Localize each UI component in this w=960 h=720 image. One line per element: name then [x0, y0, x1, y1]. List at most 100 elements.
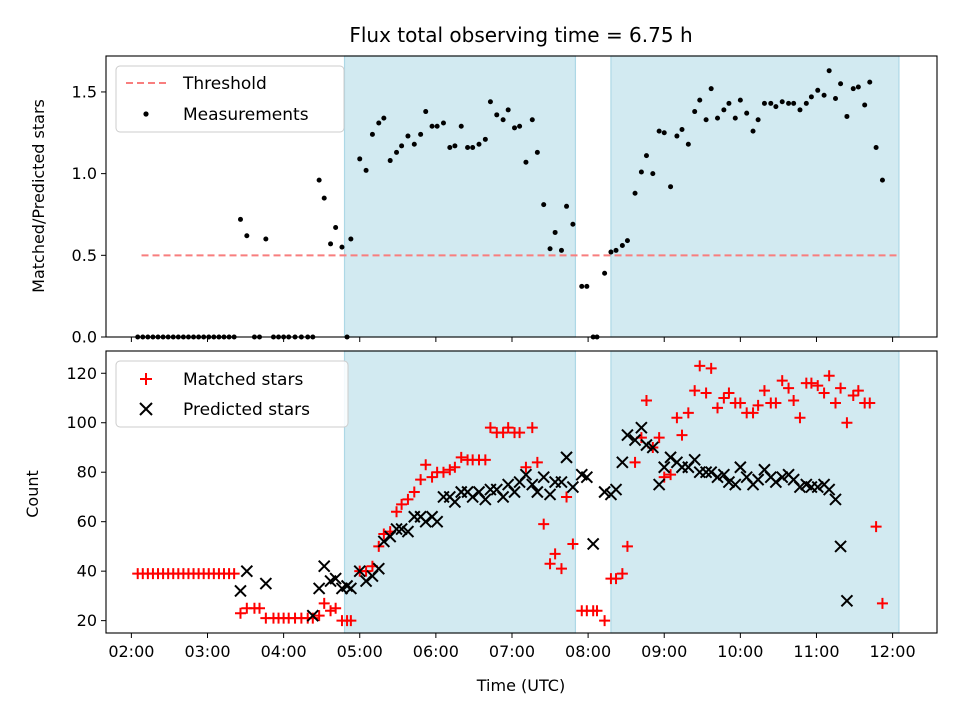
matched-star-point [747, 407, 759, 419]
x-tick-label: 10:00 [717, 642, 763, 661]
measurement-point [534, 149, 540, 155]
matched-stars-points [132, 360, 888, 627]
measurement-point [452, 143, 458, 149]
matched-star-point [526, 422, 538, 434]
legend-measurements-swatch [143, 111, 149, 117]
matched-star-point [599, 615, 611, 627]
matched-star-point [818, 387, 830, 399]
predicted-stars-points [234, 421, 854, 622]
measurement-point [608, 249, 614, 255]
measurement-point [744, 110, 750, 116]
matched-star-point [621, 540, 633, 552]
matched-star-point [665, 469, 677, 481]
matched-star-point [705, 362, 717, 374]
measurement-point [697, 97, 703, 103]
predicted-star-point [306, 609, 320, 622]
matched-star-point [718, 392, 730, 404]
measurement-point [429, 123, 435, 129]
y-tick-label: 0.5 [72, 246, 97, 265]
measurement-point [237, 216, 243, 222]
matched-star-point [420, 459, 432, 471]
measurement-point [685, 141, 691, 147]
measurement-point [692, 109, 698, 115]
top-y-ticks: 0.0 0.5 1.0 1.5 [72, 82, 106, 347]
measurement-point [482, 136, 488, 142]
bottom-legend-box [115, 360, 349, 428]
measurement-point [737, 97, 743, 103]
measurement-point [558, 247, 564, 253]
matched-star-point [408, 486, 420, 498]
matched-star-point [538, 518, 550, 530]
matched-star-point [723, 387, 735, 399]
matched-star-point [531, 456, 543, 468]
predicted-star-point [598, 485, 611, 499]
matched-star-point [497, 427, 509, 439]
predicted-star-point [580, 470, 594, 484]
predicted-star-point [751, 473, 765, 486]
y-tick-label: 100 [66, 413, 97, 432]
measurement-point [512, 125, 518, 131]
predicted-star-point [711, 470, 724, 484]
measurement-point [668, 184, 674, 190]
matched-star-point [689, 385, 701, 397]
predicted-star-point [372, 562, 385, 575]
measurement-point [369, 131, 375, 137]
predicted-star-point [479, 493, 492, 506]
measurement-point [826, 68, 832, 74]
measurement-point [650, 171, 656, 177]
measurement-point [703, 117, 709, 123]
measurement-point [494, 112, 500, 118]
measurement-point [529, 117, 535, 123]
measurement-point [339, 244, 345, 250]
predicted-star-point [259, 577, 273, 590]
matched-star-point [841, 417, 853, 429]
bottom-x-ticks: 02:00 03:00 04:00 05:00 06:00 07:00 08:00 09:00… [108, 633, 916, 661]
measurement-point [465, 144, 471, 150]
measurement-point [363, 167, 369, 173]
measurement-point [867, 79, 873, 85]
measurement-point [523, 159, 529, 165]
matched-star-point [847, 390, 859, 402]
bottom-y-axis-label: Count [23, 470, 42, 518]
predicted-star-point [640, 438, 653, 452]
x-tick-label: 03:00 [184, 642, 230, 661]
measurement-point [797, 107, 803, 113]
matched-star-point [402, 493, 414, 505]
matched-star-point [676, 429, 688, 441]
matched-star-point [610, 573, 622, 585]
predicted-star-point [586, 537, 600, 551]
x-tick-label: 06:00 [413, 642, 459, 661]
matched-star-point [330, 602, 342, 614]
measurement-point [791, 100, 797, 106]
measurement-point [786, 100, 792, 106]
top-panel: 0.0 0.5 1.0 1.5 Matched/Predicted stars Thr… [29, 55, 938, 347]
matched-star-point [544, 558, 556, 570]
predicted-star-point [344, 582, 358, 595]
matched-star-point [449, 461, 461, 473]
matched-star-point [734, 397, 746, 409]
matched-star-point [514, 427, 526, 439]
predicted-star-point [543, 488, 557, 501]
x-tick-label: 09:00 [641, 642, 687, 661]
matched-star-point [876, 597, 888, 609]
measurement-point [541, 202, 547, 208]
predicted-star-point [699, 466, 713, 479]
matched-star-point [426, 471, 438, 483]
y-tick-label: 1.5 [72, 82, 97, 101]
predicted-star-point [508, 485, 521, 499]
measurement-point [579, 283, 585, 289]
y-tick-label: 1.0 [72, 164, 97, 183]
top-x-ticks [130, 337, 894, 342]
predicted-star-point [811, 480, 824, 494]
matched-star-point [345, 615, 357, 627]
matched-star-point [758, 385, 770, 397]
y-tick-label: 60 [77, 512, 97, 531]
matched-star-point [640, 394, 652, 406]
measurement-point [773, 104, 779, 110]
measurement-point [411, 141, 417, 147]
x-tick-label: 05:00 [337, 642, 383, 661]
measurement-point [779, 99, 785, 105]
y-tick-label: 120 [66, 364, 97, 383]
x-tick-label: 12:00 [870, 642, 916, 661]
